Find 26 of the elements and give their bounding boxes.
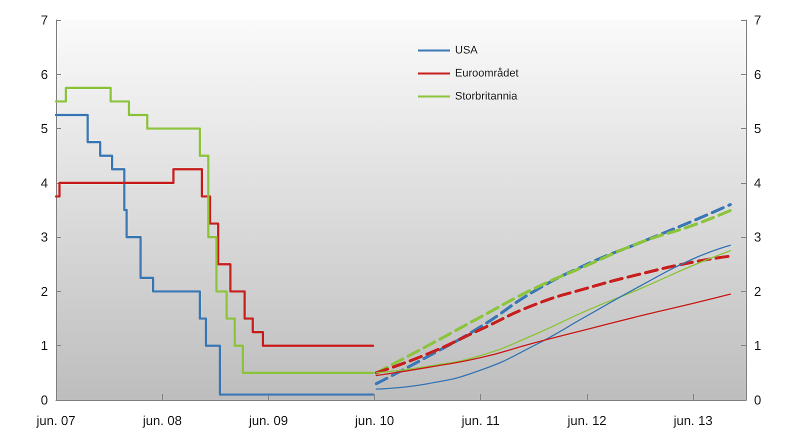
x-tick-label: jun. 13 (672, 413, 713, 428)
x-tick-label: jun. 08 (142, 413, 182, 428)
y-tick-label: 7 (40, 12, 48, 28)
y2-tick-label: 4 (754, 175, 762, 190)
legend-label: Euroområdet (455, 68, 519, 80)
x-tick-label: jun. 09 (248, 413, 288, 428)
y2-tick-label: 2 (754, 284, 762, 299)
legend-label: Storbritannia (455, 90, 518, 102)
x-tick-label: jun. 11 (460, 413, 500, 428)
y2-tick-label: 0 (754, 392, 762, 408)
y2-tick-label: 1 (754, 338, 762, 354)
y2-tick-label: 7 (754, 12, 762, 28)
y-tick-label: 1 (40, 338, 48, 354)
y-tick-label: 2 (40, 284, 48, 299)
y-tick-label: 5 (40, 121, 48, 136)
x-tick-label: jun. 12 (566, 413, 607, 428)
y-tick-label: 3 (40, 230, 48, 245)
legend-label: USA (455, 44, 478, 56)
y2-tick-label: 3 (754, 230, 762, 245)
y-tick-label: 6 (40, 66, 48, 82)
y-tick-label: 0 (40, 392, 48, 408)
y2-tick-label: 6 (754, 66, 762, 82)
y2-tick-label: 5 (754, 121, 762, 136)
y-tick-label: 4 (40, 175, 48, 190)
x-tick-label: jun. 10 (354, 413, 394, 428)
x-tick-label: jun. 07 (35, 413, 76, 428)
